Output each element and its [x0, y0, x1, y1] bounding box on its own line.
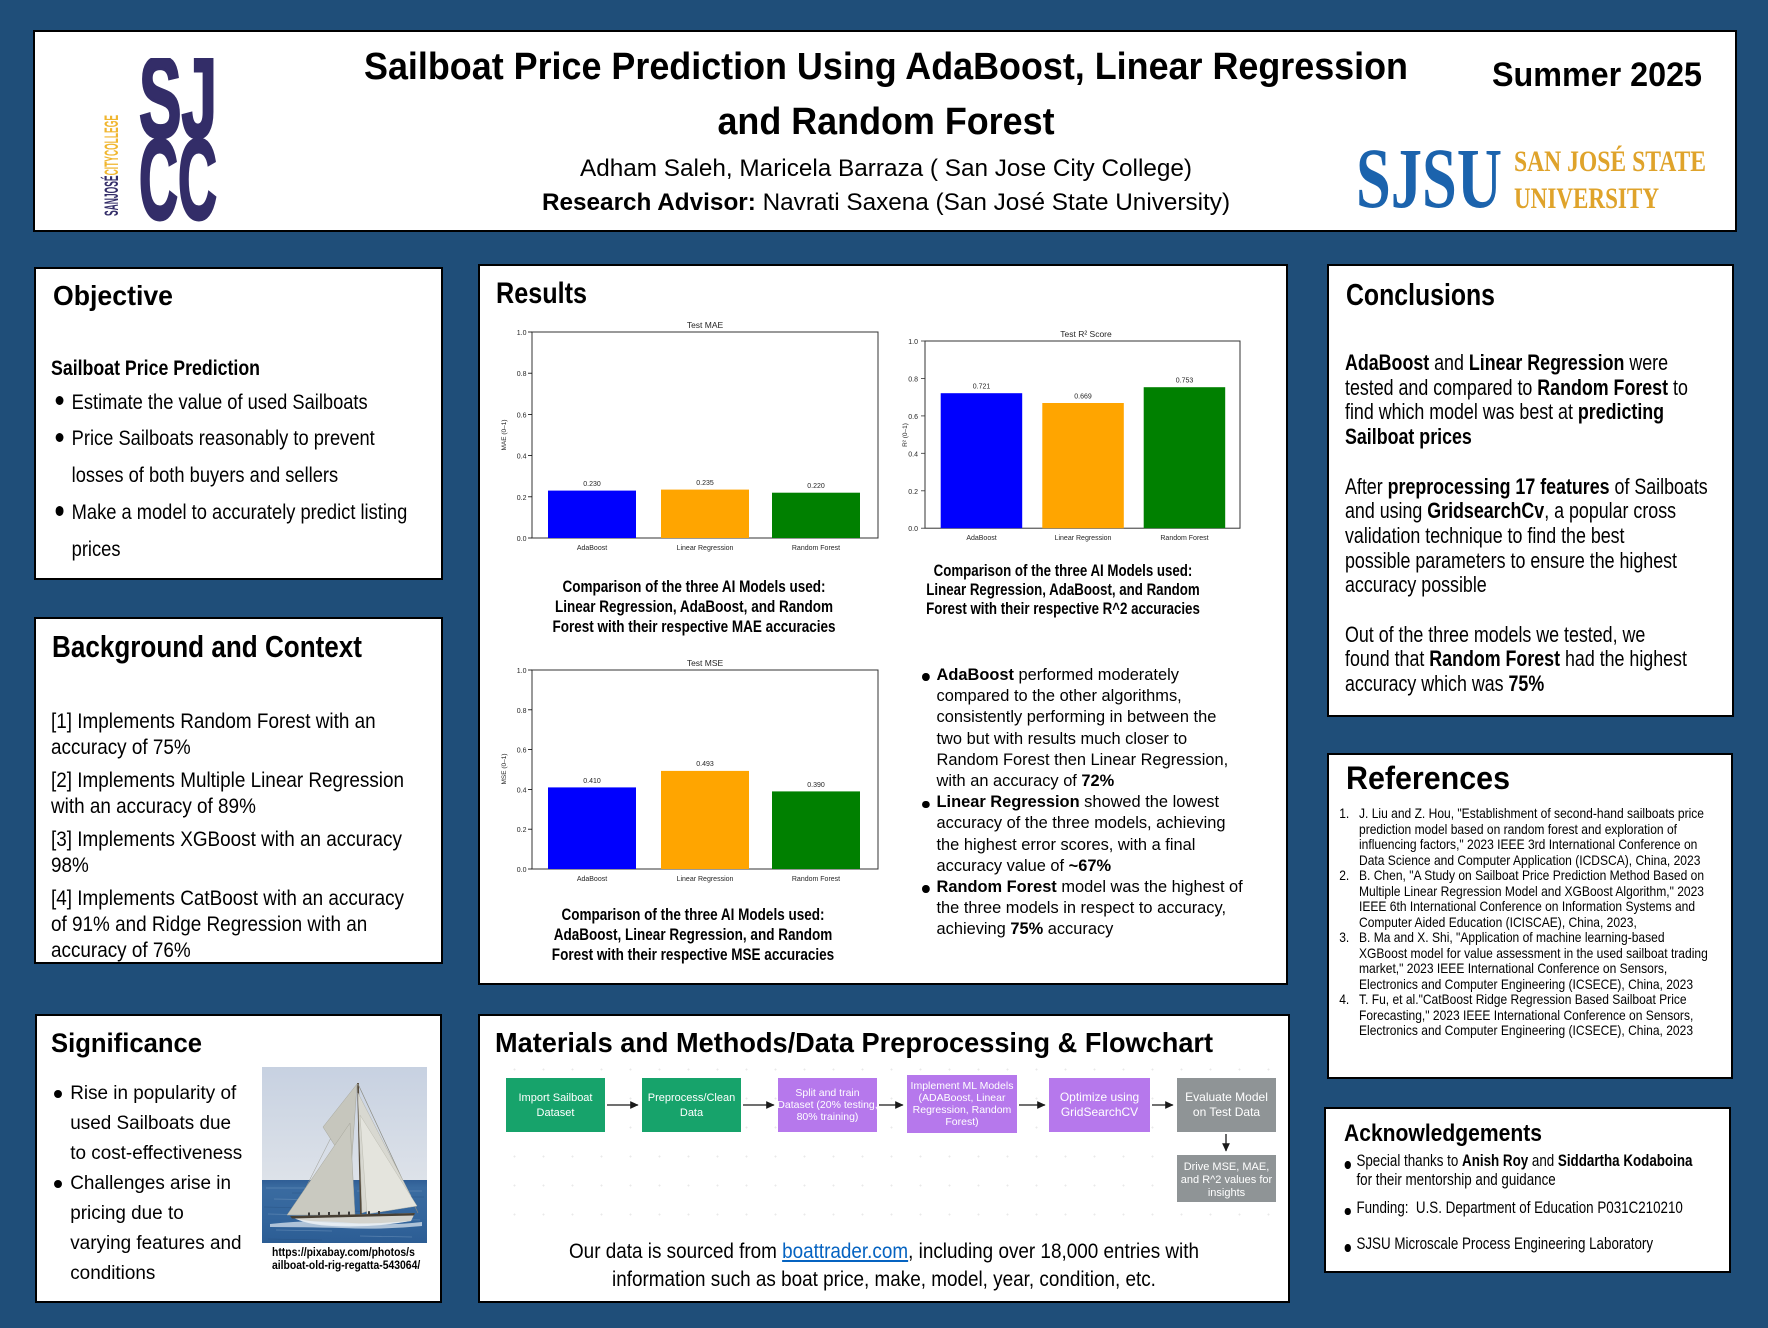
- svg-text:0.8: 0.8: [908, 376, 918, 383]
- svg-text:0.0: 0.0: [908, 526, 918, 533]
- svg-text:SAN JOSÉ STATE: SAN JOSÉ STATE: [1514, 145, 1706, 178]
- svg-text:0.8: 0.8: [517, 371, 527, 378]
- svg-text:on Test Data: on Test Data: [1193, 1105, 1260, 1119]
- svg-text:0.721: 0.721: [973, 384, 991, 391]
- svg-text:GridSearchCV: GridSearchCV: [1061, 1105, 1138, 1119]
- svg-text:Test R² Score: Test R² Score: [1060, 329, 1112, 339]
- svg-text:0.6: 0.6: [517, 748, 527, 755]
- svg-text:0.6: 0.6: [908, 414, 918, 421]
- svg-text:0.6: 0.6: [517, 412, 527, 419]
- svg-text:SJSU: SJSU: [1356, 137, 1502, 226]
- svg-text:0.4: 0.4: [517, 454, 527, 461]
- svg-text:Forest): Forest): [945, 1116, 978, 1128]
- svg-text:CC: CC: [139, 117, 217, 230]
- svg-text:0.0: 0.0: [517, 536, 527, 543]
- svg-text:AdaBoost: AdaBoost: [577, 876, 607, 883]
- svg-text:R² (0–1): R² (0–1): [902, 423, 909, 447]
- svg-text:Linear Regression: Linear Regression: [677, 876, 734, 883]
- svg-text:UNIVERSITY: UNIVERSITY: [1514, 182, 1659, 215]
- svg-text:0.753: 0.753: [1176, 378, 1194, 385]
- svg-text:Data: Data: [680, 1107, 704, 1119]
- svg-text:AdaBoost: AdaBoost: [577, 545, 607, 552]
- svg-text:insights: insights: [1208, 1187, 1246, 1199]
- svg-text:Implement ML Models: Implement ML Models: [911, 1080, 1014, 1092]
- svg-text:Dataset: Dataset: [537, 1107, 575, 1119]
- svg-text:0.235: 0.235: [696, 480, 714, 487]
- svg-text:Test MSE: Test MSE: [687, 658, 724, 668]
- svg-text:1.0: 1.0: [517, 330, 527, 337]
- svg-text:Linear Regression: Linear Regression: [1055, 535, 1112, 542]
- svg-text:0.230: 0.230: [583, 481, 601, 488]
- svg-text:Linear Regression: Linear Regression: [677, 545, 734, 552]
- svg-text:0.410: 0.410: [583, 778, 601, 785]
- svg-text:Import Sailboat: Import Sailboat: [519, 1092, 593, 1104]
- svg-text:0.0: 0.0: [517, 867, 527, 874]
- svg-text:SANJOSÉCITYCOLLEGE: SANJOSÉCITYCOLLEGE: [101, 115, 123, 216]
- svg-text:Random Forest: Random Forest: [792, 876, 840, 883]
- svg-text:MAE (0–1): MAE (0–1): [501, 419, 508, 450]
- svg-text:1.0: 1.0: [908, 339, 918, 346]
- svg-text:Random Forest: Random Forest: [792, 545, 840, 552]
- svg-text:0.390: 0.390: [807, 782, 825, 789]
- svg-text:1.0: 1.0: [517, 668, 527, 675]
- svg-text:0.8: 0.8: [517, 708, 527, 715]
- svg-text:SJ: SJ: [139, 58, 217, 162]
- svg-text:Split and train: Split and train: [795, 1087, 859, 1099]
- svg-text:Evaluate Model: Evaluate Model: [1185, 1090, 1268, 1104]
- svg-text:and R^2 values for: and R^2 values for: [1181, 1174, 1273, 1186]
- svg-text:Optimize using: Optimize using: [1060, 1090, 1139, 1104]
- svg-text:Random Forest: Random Forest: [1160, 535, 1208, 542]
- svg-text:Preprocess/Clean: Preprocess/Clean: [648, 1092, 735, 1104]
- svg-text:0.4: 0.4: [908, 451, 918, 458]
- svg-text:AdaBoost: AdaBoost: [966, 535, 996, 542]
- svg-text:0.4: 0.4: [517, 787, 527, 794]
- svg-text:Test MAE: Test MAE: [687, 320, 724, 330]
- svg-text:MSE (0–1): MSE (0–1): [501, 753, 508, 784]
- svg-text:80% training): 80% training): [797, 1111, 859, 1123]
- svg-text:0.493: 0.493: [696, 761, 714, 768]
- svg-text:0.2: 0.2: [908, 489, 918, 496]
- svg-text:0.2: 0.2: [517, 495, 527, 502]
- svg-text:Drive MSE, MAE,: Drive MSE, MAE,: [1184, 1161, 1270, 1173]
- svg-text:Regression, Random: Regression, Random: [913, 1104, 1012, 1116]
- svg-text:(ADABoost, Linear: (ADABoost, Linear: [919, 1092, 1006, 1104]
- svg-text:0.669: 0.669: [1074, 394, 1092, 401]
- svg-text:0.220: 0.220: [807, 483, 825, 490]
- svg-text:Dataset (20% testing,: Dataset (20% testing,: [777, 1099, 877, 1111]
- svg-text:0.2: 0.2: [517, 827, 527, 834]
